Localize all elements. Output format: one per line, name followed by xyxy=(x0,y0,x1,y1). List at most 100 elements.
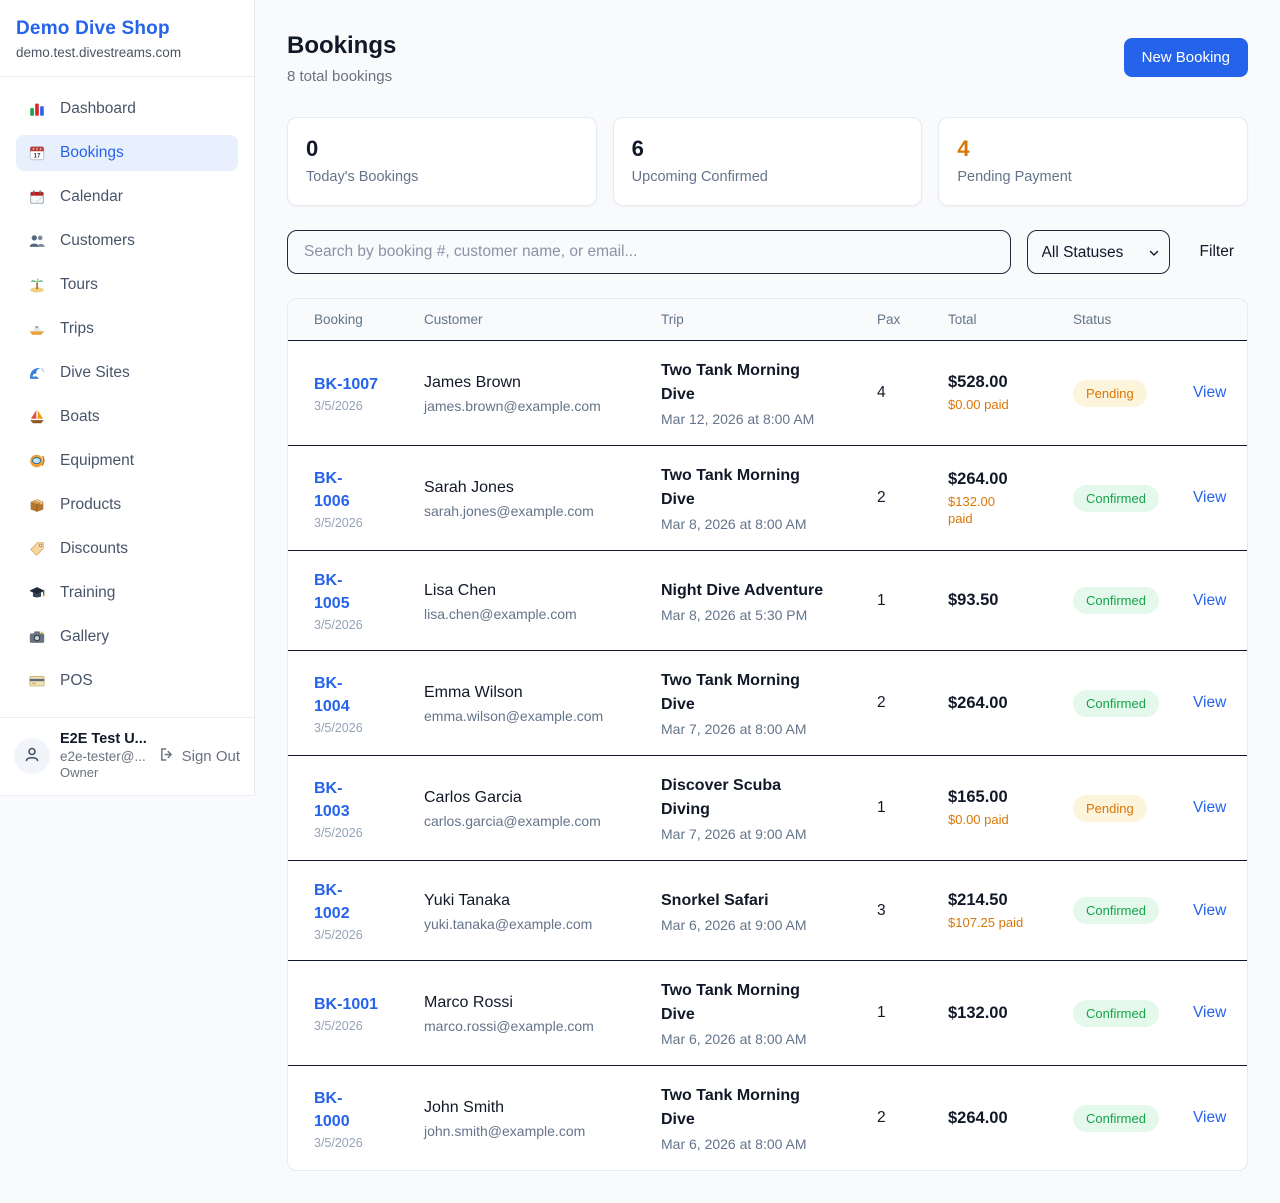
view-link[interactable]: View xyxy=(1193,694,1227,711)
user-role: Owner xyxy=(60,765,99,780)
sidebar-item-training[interactable]: Training xyxy=(16,575,238,611)
action-cell: View xyxy=(1193,384,1226,402)
table-row: BK- 1002 3/5/2026 Yuki Tanaka yuki.tanak… xyxy=(288,861,1247,961)
sidebar-item-dashboard[interactable]: Dashboard xyxy=(16,91,238,127)
booking-id-link[interactable]: BK- 1002 xyxy=(314,882,350,922)
trip-cell: Two Tank Morning Dive Mar 6, 2026 at 8:0… xyxy=(661,979,877,1047)
view-link[interactable]: View xyxy=(1193,901,1227,919)
sidebar-item-bookings[interactable]: 17 Bookings xyxy=(16,135,238,171)
sidebar-item-equipment[interactable]: Equipment xyxy=(16,443,238,479)
sign-out-button[interactable]: Sign Out xyxy=(158,746,240,767)
customer-email: lisa.chen@example.com xyxy=(424,605,577,622)
customer-email: john.smith@example.com xyxy=(424,1123,586,1139)
sidebar-item-customers[interactable]: Customers xyxy=(16,223,238,259)
sidebar-item-label: Dive Sites xyxy=(60,364,130,381)
filter-button[interactable]: Filter xyxy=(1186,243,1248,261)
booking-date: 3/5/2026 xyxy=(314,928,363,942)
stat-value: 6 xyxy=(631,136,644,161)
sidebar-item-discounts[interactable]: Discounts xyxy=(16,531,238,567)
table-row: BK- 1000 3/5/2026 John Smith john.smith@… xyxy=(288,1066,1247,1170)
customer-name: Lisa Chen xyxy=(424,581,497,599)
status-cell: Confirmed xyxy=(1073,1104,1193,1132)
booking-id-link[interactable]: BK- 1006 xyxy=(314,469,350,510)
trip-name: Night Dive Adventure xyxy=(661,581,824,599)
view-link[interactable]: View xyxy=(1193,799,1227,816)
total-amount: $93.50 xyxy=(948,591,999,609)
booking-id-link[interactable]: BK-1001 xyxy=(314,996,379,1013)
booking-date: 3/5/2026 xyxy=(314,720,363,735)
sidebar-item-label: Boats xyxy=(60,408,100,425)
status-badge: Confirmed xyxy=(1073,587,1159,614)
booking-cell: BK-1001 3/5/2026 xyxy=(314,993,424,1033)
sidebar-item-calendar[interactable]: Calendar xyxy=(16,179,238,215)
trip-cell: Snorkel Safari Mar 6, 2026 at 9:00 AM xyxy=(661,889,877,933)
island-icon xyxy=(28,276,46,294)
sidebar-item-tours[interactable]: Tours xyxy=(16,267,238,303)
booking-id-link[interactable]: BK-1007 xyxy=(314,376,379,393)
trip-datetime: Mar 12, 2026 at 8:00 AM xyxy=(661,411,815,427)
trip-name: Discover Scuba Diving xyxy=(661,777,782,818)
pax-cell: 2 xyxy=(877,1109,886,1126)
total-amount: $264.00 xyxy=(948,1108,1008,1127)
customer-name: Marco Rossi xyxy=(424,994,513,1011)
total-cell: $165.00 $0.00 paid xyxy=(948,788,1073,828)
tag-icon xyxy=(28,540,46,558)
view-link[interactable]: View xyxy=(1193,1109,1227,1126)
trip-name: Two Tank Morning Dive xyxy=(661,362,800,403)
status-cell: Confirmed xyxy=(1073,484,1193,512)
booking-id-link[interactable]: BK- 1004 xyxy=(314,674,350,715)
booking-id-link[interactable]: BK- 1000 xyxy=(314,1089,350,1130)
sidebar-item-label: Training xyxy=(60,584,116,601)
sidebar-item-pos[interactable]: POS xyxy=(16,663,238,699)
booking-date: 3/5/2026 xyxy=(314,515,363,530)
column-header-total: Total xyxy=(948,312,977,327)
pax-cell: 2 xyxy=(877,694,886,711)
user-name: E2E Test U... xyxy=(60,731,147,747)
sidebar-item-products[interactable]: Products xyxy=(16,487,238,523)
action-cell: View xyxy=(1193,694,1226,712)
booking-date: 3/5/2026 xyxy=(314,1135,363,1150)
booking-date: 3/5/2026 xyxy=(314,618,363,632)
sidebar-user-footer: E2E Test U... e2e-tester@... Owner Sign … xyxy=(0,717,254,795)
amount-paid: $0.00 paid xyxy=(948,397,1009,412)
status-select[interactable]: All Statuses xyxy=(1026,230,1170,274)
view-link[interactable]: View xyxy=(1193,1004,1227,1021)
view-link[interactable]: View xyxy=(1193,591,1227,609)
sidebar: Demo Dive Shop demo.test.divestreams.com… xyxy=(0,0,255,796)
page-title: Bookings xyxy=(287,32,397,59)
search-input[interactable] xyxy=(287,230,1011,274)
new-booking-button[interactable]: New Booking xyxy=(1123,38,1248,77)
main-content: Bookings 8 total bookings New Booking 0 … xyxy=(255,0,1280,1203)
page-subtitle: 8 total bookings xyxy=(287,68,393,85)
sidebar-item-boats[interactable]: Boats xyxy=(16,399,238,435)
status-cell: Confirmed xyxy=(1073,587,1193,614)
column-header-status: Status xyxy=(1073,312,1112,327)
action-cell: View xyxy=(1193,1109,1226,1127)
trip-datetime: Mar 6, 2026 at 9:00 AM xyxy=(661,916,807,933)
booking-date: 3/5/2026 xyxy=(314,825,363,840)
total-cell: $264.00 $132.00 paid xyxy=(948,470,1073,527)
column-header-trip: Trip xyxy=(661,312,684,327)
total-cell: $214.50 $107.25 paid xyxy=(948,891,1073,931)
booking-id-link[interactable]: BK- 1005 xyxy=(314,572,350,612)
trip-name: Two Tank Morning Dive xyxy=(661,672,800,713)
status-select-wrap: All Statuses xyxy=(1026,230,1170,274)
sidebar-item-gallery[interactable]: Gallery xyxy=(16,619,238,655)
view-link[interactable]: View xyxy=(1193,384,1227,401)
sidebar-item-trips[interactable]: Trips xyxy=(16,311,238,347)
brand-block: Demo Dive Shop demo.test.divestreams.com xyxy=(0,0,254,77)
sidebar-item-label: POS xyxy=(60,672,93,689)
customer-cell: Emma Wilson emma.wilson@example.com xyxy=(424,682,661,724)
pax-cell: 1 xyxy=(877,1004,886,1021)
spiral-calendar-icon xyxy=(28,188,46,206)
pax-cell: 4 xyxy=(877,384,886,401)
amount-paid: $0.00 paid xyxy=(948,812,1009,827)
table-row: BK- 1006 3/5/2026 Sarah Jones sarah.jone… xyxy=(288,446,1247,551)
user-icon xyxy=(22,744,42,769)
sidebar-item-dive-sites[interactable]: Dive Sites xyxy=(16,355,238,391)
booking-id-link[interactable]: BK- 1003 xyxy=(314,779,350,820)
sidebar-item-label: Trips xyxy=(60,320,94,337)
view-link[interactable]: View xyxy=(1193,489,1227,506)
stat-card-upcoming-confirmed: 6 Upcoming Confirmed xyxy=(612,117,923,206)
customer-email: emma.wilson@example.com xyxy=(424,708,604,724)
